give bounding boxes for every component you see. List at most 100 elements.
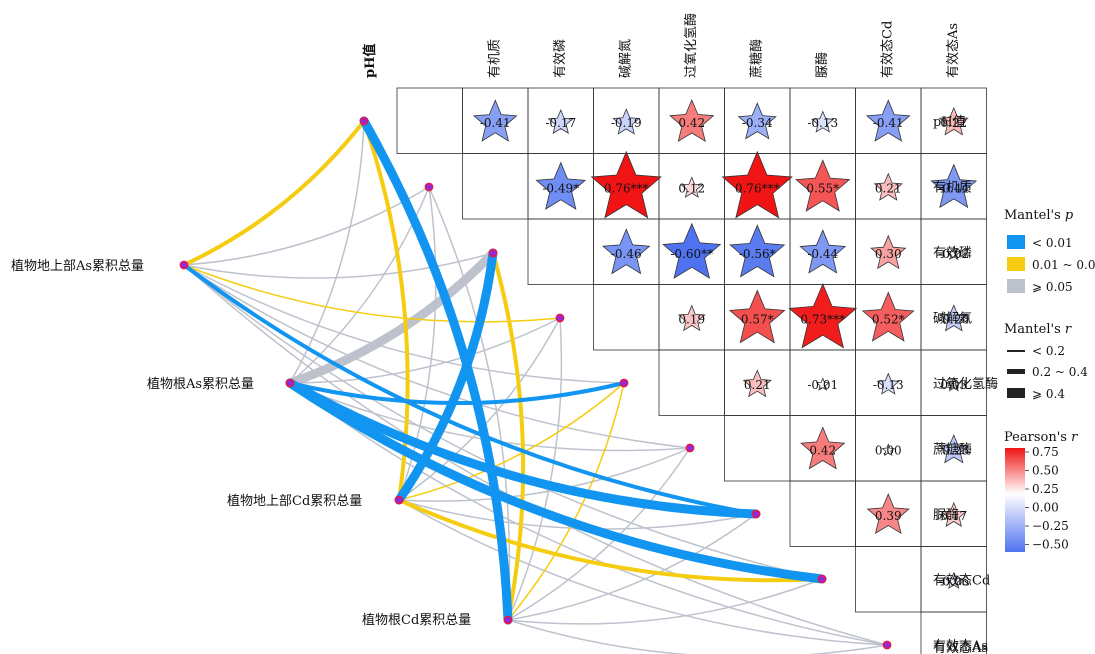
correlation-value-label: 0.21	[875, 181, 902, 195]
mantel-edge	[183, 264, 823, 580]
pearson-tick-label: 0.25	[1032, 482, 1059, 496]
correlation-value-label: -0.01	[807, 378, 838, 392]
column-label: 有效态As	[946, 23, 961, 78]
variable-node	[817, 574, 827, 584]
pearson-tick-label: 0.75	[1032, 445, 1059, 459]
mantel-edge	[428, 186, 511, 621]
mantel-node-label: 植物地上部Cd累积总量	[227, 494, 362, 509]
correlation-value-label: -0.20	[938, 312, 969, 326]
correlation-value-label: 0.52*	[872, 312, 905, 326]
grid-cell-2-2	[527, 218, 594, 285]
correlation-value-label: 0.73***	[800, 312, 845, 326]
correlation-value-label: -0.56*	[739, 247, 776, 261]
correlation-value-label: 0.30	[875, 247, 902, 261]
variable-node	[359, 116, 369, 126]
correlation-star	[729, 224, 786, 278]
variable-node	[424, 182, 434, 192]
mantel-edge	[359, 116, 513, 625]
column-label: pH值	[362, 44, 378, 78]
correlation-star	[945, 376, 962, 392]
grid-cell-6-6	[789, 480, 856, 547]
correlation-star	[940, 501, 967, 527]
correlation-star	[881, 443, 896, 456]
correlation-value-label: 0.12	[678, 181, 705, 195]
mantel-edge	[398, 382, 625, 501]
correlation-value-label: -0.44	[938, 181, 969, 195]
correlation-star	[590, 150, 662, 219]
legend-mantel-p: Mantel's p < 0.01 0.01 ~ 0.05 ⩾ 0.05	[1004, 208, 1095, 294]
grid-cell-8-8	[920, 611, 987, 654]
column-label: 脲酶	[814, 52, 830, 78]
legend-r-label-2: 0.2 ~ 0.4	[1032, 365, 1088, 379]
legend-p-swatch-3	[1007, 279, 1025, 293]
correlation-value-label: -0.46	[611, 247, 642, 261]
correlation-star	[944, 571, 963, 589]
mantel-edge	[491, 251, 526, 622]
correlation-value-label: -0.41	[480, 116, 511, 130]
correlation-value-label: 0.76***	[735, 181, 780, 195]
mantel-edge	[507, 317, 563, 621]
correlation-star	[547, 108, 574, 134]
correlation-star	[873, 172, 903, 201]
grid-cell-4-4	[658, 349, 725, 416]
mantel-edge	[289, 120, 365, 384]
correlation-value-label: 0.21	[744, 378, 771, 392]
mantel-node-label: 植物地上部As累积总量	[11, 259, 144, 274]
legend-p-label-2: 0.01 ~ 0.05	[1032, 258, 1095, 272]
correlation-value-label: 0.42	[678, 116, 705, 130]
correlation-star	[795, 159, 851, 212]
mantel-edge	[182, 119, 366, 267]
column-labels: pH值 有机质 有效磷 碱解氮 过氧化氢酶 蔗糖酶 脲酶 有效态Cd 有效态As	[362, 13, 961, 78]
variable-node	[555, 313, 565, 323]
correlation-value-label: 0.57*	[741, 312, 774, 326]
pearson-tick-label: 0.50	[1032, 464, 1059, 478]
correlation-value-label: -0.17	[545, 116, 576, 130]
mantel-edge	[507, 578, 823, 625]
row-label: pH值	[933, 114, 966, 130]
mantel-edge	[398, 317, 561, 501]
mantel-edge	[507, 382, 625, 621]
correlation-value-label: -0.02	[938, 247, 969, 261]
grid-cell-0-0	[396, 87, 463, 154]
legend-mantel-r-title: Mantel's r	[1004, 322, 1072, 337]
correlation-star	[938, 106, 969, 136]
row-label: 脲酶	[933, 507, 959, 523]
legend: Mantel's p < 0.01 0.01 ~ 0.05 ⩾ 0.05 Man…	[1004, 208, 1095, 552]
row-label: 碱解氮	[933, 311, 972, 326]
row-label: 有效态As	[933, 639, 988, 654]
correlation-value-label: -0.49*	[542, 181, 579, 195]
correlation-value-label: -0.13	[873, 378, 904, 392]
correlation-star	[939, 304, 969, 332]
mantel-edge	[183, 264, 691, 449]
mantel-edges	[182, 116, 888, 654]
legend-r-swatch-3	[1007, 388, 1025, 398]
correlation-value-label: 0.00	[875, 443, 902, 457]
mantel-edge	[507, 513, 757, 621]
mantel-edge	[285, 378, 761, 519]
mantel-edge	[397, 498, 824, 583]
correlation-star	[866, 493, 910, 535]
mantel-edge	[507, 619, 888, 654]
mantel-edge	[289, 382, 888, 646]
correlation-value-label: 0.03	[940, 378, 967, 392]
correlation-value-label: 0.22	[940, 116, 967, 130]
mantel-node-label: 植物根Cd累积总量	[362, 613, 471, 628]
row-label-last: 有效态As	[933, 641, 988, 654]
variable-node	[882, 640, 892, 650]
pearson-tick-label: 0.00	[1032, 501, 1059, 515]
variable-node	[685, 443, 695, 453]
correlation-star	[930, 163, 978, 209]
correlation-value-label: -0.41	[873, 116, 904, 130]
legend-pearson: Pearson's r 0.75 0.50 0.25 0.00 −0.25 −0.50	[1004, 430, 1078, 552]
column-label: 有机质	[487, 39, 502, 78]
legend-r-swatch-1	[1007, 350, 1025, 352]
correlation-star	[788, 283, 858, 349]
source-node	[394, 495, 404, 505]
mantel-edge	[394, 248, 498, 505]
pearson-tick-label: −0.50	[1032, 538, 1069, 552]
correlation-star	[721, 150, 793, 219]
correlation-star	[799, 229, 847, 274]
correlation-star	[815, 377, 830, 391]
variable-node	[751, 509, 761, 519]
pearson-ticks: 0.75 0.50 0.25 0.00 −0.25 −0.50	[1025, 445, 1069, 552]
